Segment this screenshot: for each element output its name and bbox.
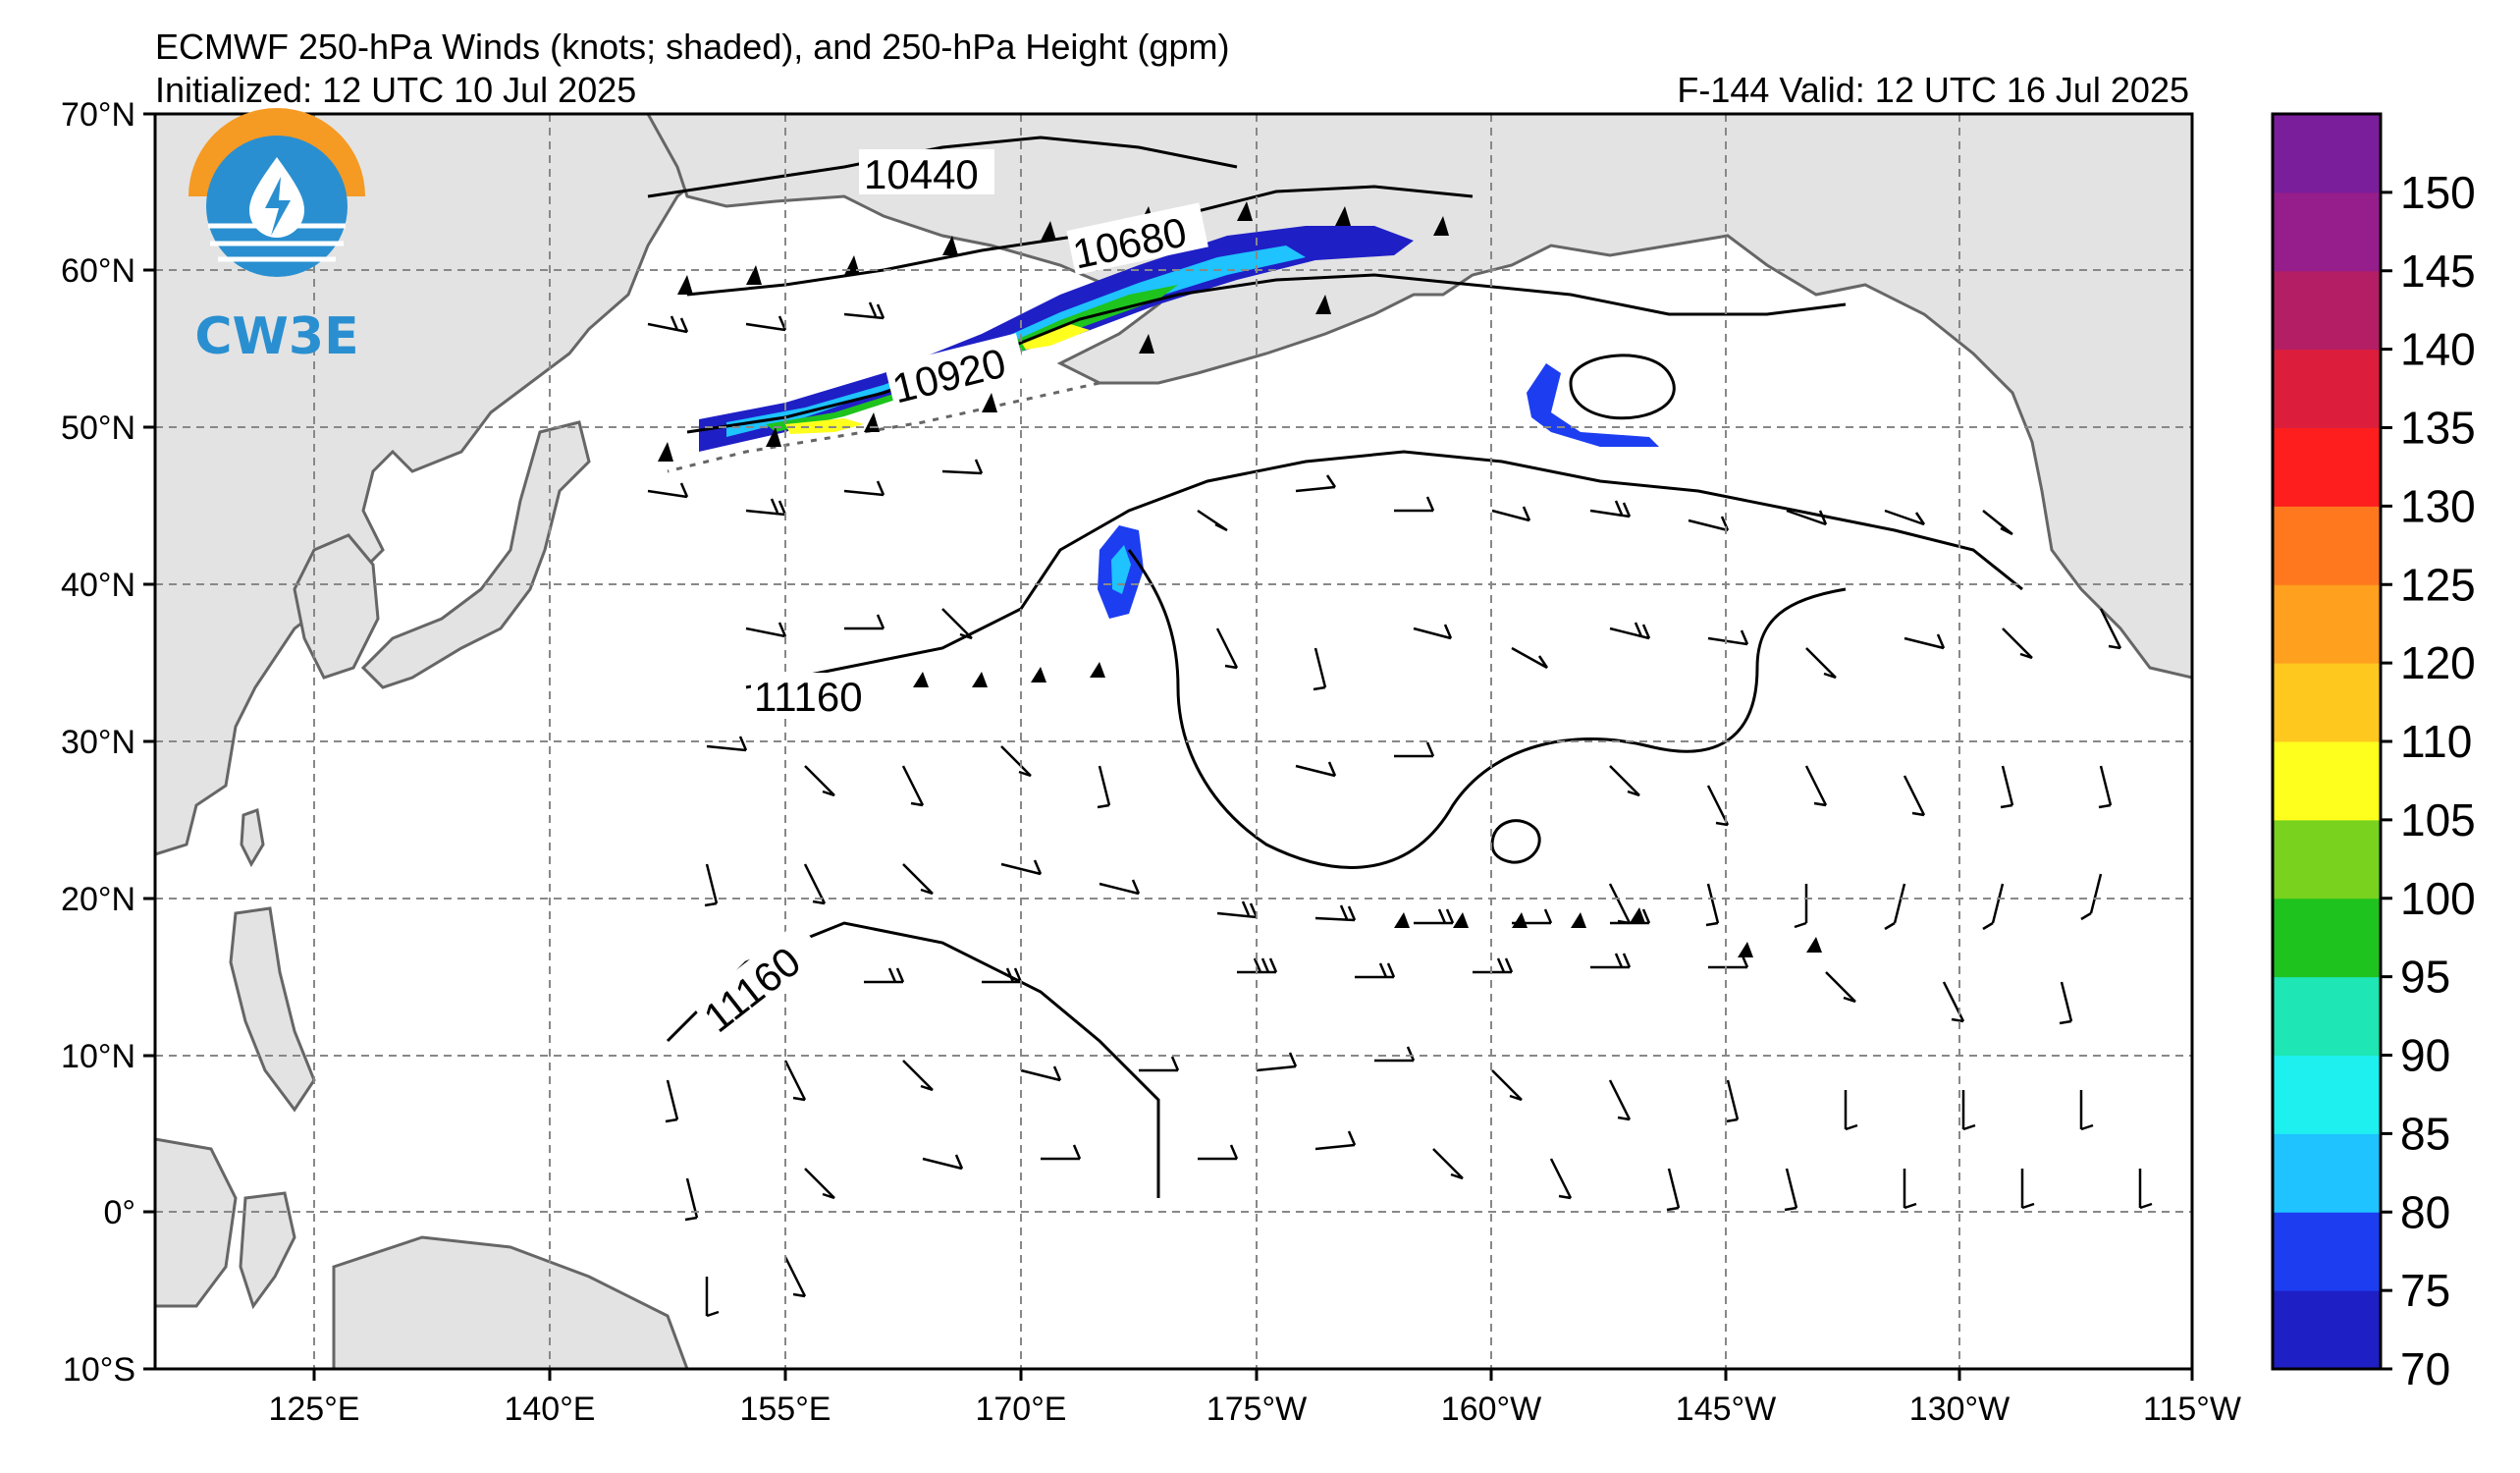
colorbar-label: 70 bbox=[2400, 1343, 2450, 1394]
lat-labels: 70°N 60°N 50°N 40°N 30°N 20°N 10°N 0° 10… bbox=[61, 96, 135, 1389]
lat-label: 30°N bbox=[61, 724, 135, 761]
land-japan bbox=[360, 420, 591, 689]
colorbar-swatch bbox=[2273, 898, 2381, 978]
colorbar-label: 150 bbox=[2400, 167, 2476, 218]
colorbar-swatch bbox=[2273, 584, 2381, 664]
colorbar-swatch bbox=[2273, 1290, 2381, 1370]
lon-label: 130°W bbox=[1909, 1391, 2010, 1428]
contour-label: 10440 bbox=[864, 151, 979, 197]
wind-barbs bbox=[647, 301, 2153, 1318]
jet-core-105 bbox=[785, 418, 864, 434]
jet-core-105b bbox=[1021, 324, 1090, 350]
colorbar-label: 135 bbox=[2400, 403, 2476, 454]
lat-label: 70°N bbox=[61, 96, 135, 134]
lon-labels: 125°E 140°E 155°E 170°E 175°W 160°W 145°… bbox=[268, 1391, 2240, 1428]
logo-text: CW3E bbox=[194, 307, 358, 366]
colorbar-swatch bbox=[2273, 663, 2381, 742]
contour-11160-mid bbox=[1127, 549, 1847, 869]
lat-label: 40°N bbox=[61, 567, 135, 604]
contour-10920 bbox=[686, 273, 1847, 434]
colorbar-label: 145 bbox=[2400, 246, 2476, 297]
lon-label: 140°E bbox=[504, 1391, 595, 1428]
lon-label: 145°W bbox=[1676, 1391, 1776, 1428]
contour-11160-north bbox=[745, 450, 2023, 689]
lon-label: 175°W bbox=[1206, 1391, 1307, 1428]
land-korea bbox=[293, 533, 380, 680]
lon-label: 160°W bbox=[1441, 1391, 1541, 1428]
chart-title: ECMWF 250-hPa Winds (knots; shaded), and… bbox=[155, 27, 1230, 67]
colorbar-label: 140 bbox=[2400, 324, 2476, 375]
lon-label: 155°E bbox=[739, 1391, 831, 1428]
colorbar-swatch bbox=[2273, 741, 2381, 821]
colorbar-swatch bbox=[2273, 191, 2381, 272]
colorbar: 70 75 80 85 90 95 100 105 110 120 125 130 135 140 145 1… bbox=[2271, 112, 2476, 1394]
land-taiwan bbox=[240, 807, 265, 868]
lat-label: 10°N bbox=[61, 1038, 135, 1075]
land-new-guinea bbox=[332, 1235, 689, 1369]
colorbar-swatch bbox=[2273, 270, 2381, 351]
contour-low bbox=[1569, 354, 1676, 420]
lat-label: 20°N bbox=[61, 881, 135, 918]
gridlines bbox=[155, 114, 2192, 1369]
colorbar-label: 110 bbox=[2400, 716, 2472, 767]
lat-label: 0° bbox=[103, 1194, 135, 1231]
colorbar-label: 120 bbox=[2400, 637, 2476, 688]
lat-label: 60°N bbox=[61, 252, 135, 290]
lat-label: 10°S bbox=[63, 1351, 135, 1389]
colorbar-swatch bbox=[2273, 114, 2381, 193]
colorbar-swatch bbox=[2273, 976, 2381, 1056]
lon-label: 125°E bbox=[268, 1391, 359, 1428]
colorbar-swatch bbox=[2273, 427, 2381, 507]
colorbar-label: 95 bbox=[2400, 952, 2450, 1003]
colorbar-label: 105 bbox=[2400, 794, 2476, 846]
land-sulawesi bbox=[239, 1191, 296, 1310]
initialized-label: Initialized: 12 UTC 10 Jul 2025 bbox=[155, 70, 637, 110]
land-philippines bbox=[229, 906, 316, 1113]
colorbar-label: 75 bbox=[2400, 1265, 2450, 1316]
colorbar-label: 90 bbox=[2400, 1030, 2450, 1081]
logo-arc bbox=[188, 108, 365, 196]
colorbar-swatch bbox=[2273, 1212, 2381, 1291]
lon-label: 170°E bbox=[975, 1391, 1066, 1428]
jet-blob-mid-inner bbox=[1111, 545, 1131, 594]
lat-label: 50°N bbox=[61, 409, 135, 447]
colorbar-swatch bbox=[2273, 349, 2381, 428]
colorbar-swatch bbox=[2273, 506, 2381, 585]
colorbar-label: 85 bbox=[2400, 1108, 2450, 1159]
colorbar-label: 80 bbox=[2400, 1186, 2450, 1237]
land-asia bbox=[155, 114, 748, 856]
contour-small-high bbox=[1490, 819, 1541, 864]
aleutian-islands bbox=[667, 381, 1100, 473]
contour-label: 11160 bbox=[754, 674, 863, 720]
colorbar-swatch bbox=[2273, 819, 2381, 900]
colorbar-swatch bbox=[2273, 1055, 2381, 1134]
colorbar-swatch bbox=[2273, 1133, 2381, 1213]
cw3e-logo: CW3E bbox=[188, 108, 365, 366]
lon-label: 115°W bbox=[2143, 1391, 2241, 1428]
contour-10440 bbox=[647, 136, 1238, 198]
colorbar-label: 130 bbox=[2400, 480, 2476, 531]
jet-blob-east bbox=[1527, 363, 1659, 447]
colorbar-label: 100 bbox=[2400, 873, 2476, 924]
valid-label: F-144 Valid: 12 UTC 16 Jul 2025 bbox=[1677, 70, 2189, 110]
lightning-icon bbox=[265, 177, 291, 236]
land-north-america bbox=[646, 114, 2192, 680]
axis-ticks bbox=[143, 112, 2194, 1381]
land-indonesia bbox=[155, 1137, 238, 1308]
colorbar-label: 125 bbox=[2400, 559, 2476, 610]
